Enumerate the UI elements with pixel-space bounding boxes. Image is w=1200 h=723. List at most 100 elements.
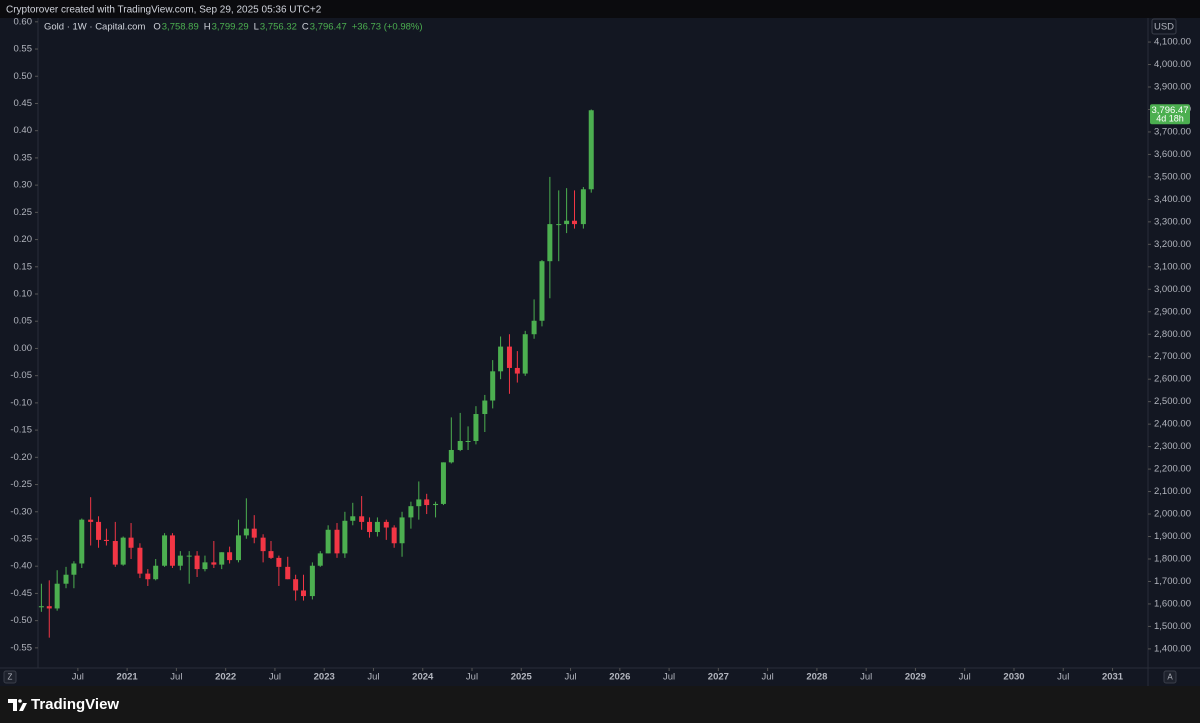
candle-body [219, 552, 225, 565]
candle-body [539, 261, 545, 321]
y-tick-label: 3,300.00 [1154, 216, 1191, 227]
scale-button-label[interactable]: Z [8, 673, 13, 682]
candle-body [424, 499, 430, 506]
x-tick-label: Jul [860, 672, 872, 683]
y-tick-label: 1,600.00 [1154, 598, 1191, 609]
y-tick-label: 2,600.00 [1154, 374, 1191, 385]
y-tick-label: 1,800.00 [1154, 554, 1191, 565]
logo-part [19, 703, 27, 711]
candle-body [96, 521, 102, 540]
y2-tick-label: 0.25 [14, 207, 33, 218]
candle-body [194, 555, 200, 570]
candle-body [162, 535, 168, 566]
y-tick-label: 2,400.00 [1154, 419, 1191, 430]
candle-body [268, 551, 274, 558]
y2-tick-label: 0.30 [14, 180, 33, 191]
x-tick-label: 2027 [708, 672, 729, 683]
candle-body [260, 537, 266, 552]
candle-body [128, 537, 134, 548]
x-tick-label: Jul [269, 672, 281, 683]
x-tick-label: 2023 [314, 672, 335, 683]
x-tick-label: 2021 [117, 672, 139, 683]
candle-body [334, 529, 340, 554]
currency-box[interactable] [1151, 18, 1177, 35]
candle-body [71, 563, 77, 575]
last-price-label: 3,796.47 [1152, 105, 1189, 116]
candle-body [440, 462, 446, 504]
candle-body [285, 566, 291, 580]
candle-body [374, 521, 380, 533]
candle-body [564, 220, 570, 225]
x-tick-label: 2028 [806, 672, 827, 683]
y2-tick-label: -0.30 [10, 506, 32, 517]
x-tick-label: 2025 [511, 672, 533, 683]
countdown-label: 4d 18h [1156, 114, 1184, 124]
candle-body [186, 555, 192, 557]
candle-body [465, 440, 471, 442]
ohlc-key: O [153, 22, 160, 33]
y-tick-label: 3,000.00 [1154, 284, 1191, 295]
credit-text: Cryptorover created with TradingView.com… [6, 5, 322, 16]
x-tick-label: Jul [367, 672, 379, 683]
candle-body [251, 528, 257, 538]
change-label: +36.73 (+0.98%) [352, 22, 423, 33]
x-tick-label: 2024 [412, 672, 434, 683]
candle-body [276, 557, 282, 567]
candle-body [350, 516, 356, 521]
candle-body [169, 535, 175, 566]
y-tick-label: 3,400.00 [1154, 194, 1191, 205]
candle-body [120, 537, 126, 565]
y2-tick-label: 0.40 [14, 125, 33, 136]
footer [0, 686, 1200, 723]
candle-body [342, 520, 348, 554]
y2-tick-label: 0.45 [14, 98, 33, 109]
x-tick-label: Jul [1057, 672, 1069, 683]
candle-body [211, 562, 217, 565]
x-tick-label: Jul [564, 672, 576, 683]
y-tick-label: 4,000.00 [1154, 59, 1191, 70]
y-tick-label: 2,500.00 [1154, 396, 1191, 407]
candle-body [531, 320, 537, 335]
x-tick-label: Jul [170, 672, 182, 683]
candle-body [448, 449, 454, 463]
candle-body [416, 499, 422, 507]
candle-body [79, 519, 85, 564]
candle-body [522, 334, 528, 374]
y-tick-label: 3,700.00 [1154, 126, 1191, 137]
y2-tick-label: 0.55 [14, 44, 33, 55]
candle-body [46, 606, 52, 609]
y2-tick-label: -0.40 [10, 561, 32, 572]
y-tick-label: 4,100.00 [1154, 37, 1191, 48]
currency-label[interactable]: USD [1154, 22, 1174, 33]
candle-body [383, 521, 389, 528]
candle-body [243, 528, 249, 536]
candle-body [473, 414, 479, 441]
y-tick-label: 2,000.00 [1154, 509, 1191, 520]
candle-body [145, 573, 151, 580]
y2-tick-label: -0.45 [10, 588, 32, 599]
y-tick-label: 3,900.00 [1154, 82, 1191, 93]
top-bar [0, 0, 1200, 18]
y-tick-label: 3,100.00 [1154, 261, 1191, 272]
candle-body [103, 539, 109, 542]
candle-body [54, 583, 60, 609]
y2-tick-label: 0.05 [14, 316, 33, 327]
candle-body [391, 527, 397, 544]
y2-tick-label: -0.05 [10, 370, 32, 381]
x-tick-label: Jul [466, 672, 478, 683]
candle-body [571, 220, 577, 225]
scale-button[interactable] [1163, 670, 1177, 684]
candle-body [202, 562, 208, 570]
scale-button[interactable] [3, 670, 17, 684]
scale-button-label[interactable]: A [1167, 673, 1173, 682]
y-tick-label: 3,600.00 [1154, 149, 1191, 160]
candle-body [367, 521, 373, 533]
ohlc-value: 3,799.29 [212, 22, 249, 33]
brand-logo [8, 699, 27, 711]
candle-body [153, 565, 159, 580]
ohlc-value: 3,756.32 [260, 22, 297, 33]
y2-tick-label: -0.20 [10, 452, 32, 463]
y-tick-label: 2,800.00 [1154, 329, 1191, 340]
candle-body [399, 517, 405, 544]
